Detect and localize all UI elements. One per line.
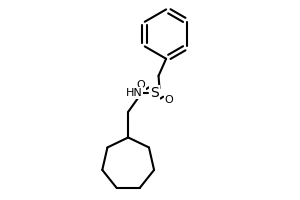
Text: O: O xyxy=(136,80,145,90)
Text: S: S xyxy=(150,86,159,100)
Text: O: O xyxy=(165,95,173,105)
Text: HN: HN xyxy=(125,88,142,98)
